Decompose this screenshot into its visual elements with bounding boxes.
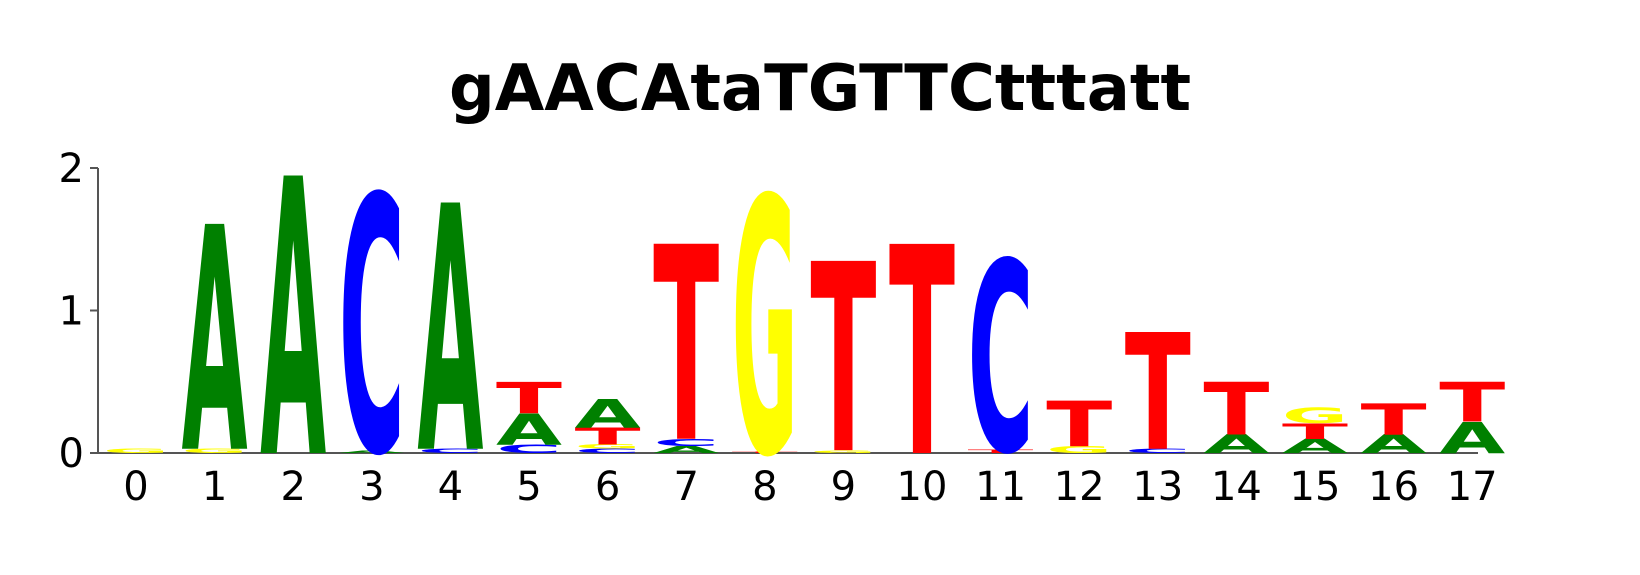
x-tick-label: 12 (1054, 464, 1105, 510)
x-tick-label: 8 (752, 464, 777, 510)
logo-letter-c: C (1125, 448, 1191, 455)
logo-letter-a: A (653, 444, 719, 455)
logo-letter-a: A (339, 449, 405, 454)
logo-letter-g: G (103, 448, 169, 455)
logo-letter-t: T (496, 374, 562, 424)
logo-letter-t: T (1361, 395, 1427, 445)
x-tick-label: 2 (280, 464, 305, 510)
logo-letter-a: A (575, 391, 641, 437)
chart-title: gAACAtaTGTTCtttatt (449, 52, 1191, 126)
logo-letter-t: T (1125, 301, 1191, 487)
y-tick-label: 1 (59, 289, 84, 335)
x-tick-label: 17 (1447, 464, 1498, 510)
logo-letter-a: A (182, 164, 248, 522)
logo-letter-a: A (417, 136, 483, 530)
logo-letter-c: C (417, 448, 483, 455)
y-tick-label: 0 (59, 431, 84, 477)
logo-letter-g: G (1282, 403, 1348, 428)
x-axis-ticks: 0 1 2 3 4 5 6 7 8 9 10 11 12 13 14 15 16 17 (123, 464, 1497, 510)
logo-letter-t: T (810, 210, 876, 512)
logo-letter-a: A (260, 101, 327, 544)
logo-letter-a: A (496, 404, 562, 454)
logo-letter-t: T (653, 191, 719, 502)
x-tick-label: 14 (1211, 464, 1262, 510)
logo-letter-c: C (496, 442, 562, 456)
x-tick-label: 7 (673, 464, 698, 510)
logo-letter-t: T (889, 188, 955, 522)
y-tick-label: 2 (59, 146, 84, 192)
logo-letter-g: G (810, 449, 876, 454)
y-axis-ticks: 0 1 2 (59, 146, 98, 477)
logo-letter-a: A (1282, 435, 1348, 458)
x-tick-label: 6 (595, 464, 620, 510)
x-tick-label: 9 (831, 464, 856, 510)
x-tick-label: 1 (202, 464, 227, 510)
logo-letter-a: A (1361, 430, 1427, 459)
x-tick-label: 4 (438, 464, 463, 510)
x-tick-label: 5 (516, 464, 541, 510)
logo-letter-g: G (1046, 444, 1112, 455)
logo-letter-t: T (1046, 388, 1113, 461)
logo-letter-t: T (1439, 371, 1505, 435)
logo-letter-t: T (732, 451, 798, 453)
logo-letter-c: C (575, 448, 641, 455)
x-tick-label: 11 (975, 464, 1026, 510)
logo-letter-t: T (575, 423, 641, 450)
logo-letter-t: T (1282, 419, 1348, 444)
logo-letter-a: A (1203, 430, 1269, 459)
x-tick-label: 13 (1132, 464, 1183, 510)
x-tick-label: 15 (1290, 464, 1341, 510)
logo-letter-c: C (653, 437, 719, 448)
logo-letter-t: T (1203, 368, 1269, 452)
logo-letter-a: A (1439, 413, 1505, 463)
x-tick-label: 0 (123, 464, 148, 510)
logo-letter-g: G (182, 448, 248, 455)
logo-letter-t: T (968, 449, 1034, 454)
x-tick-label: 10 (897, 464, 948, 510)
x-tick-label: 16 (1368, 464, 1419, 510)
logo-letter-c: C (339, 125, 405, 533)
logo-letter-c: C (968, 208, 1034, 513)
logo-letter-g: G (732, 126, 798, 535)
x-tick-label: 3 (359, 464, 384, 510)
logo-letter-g: G (575, 443, 641, 450)
